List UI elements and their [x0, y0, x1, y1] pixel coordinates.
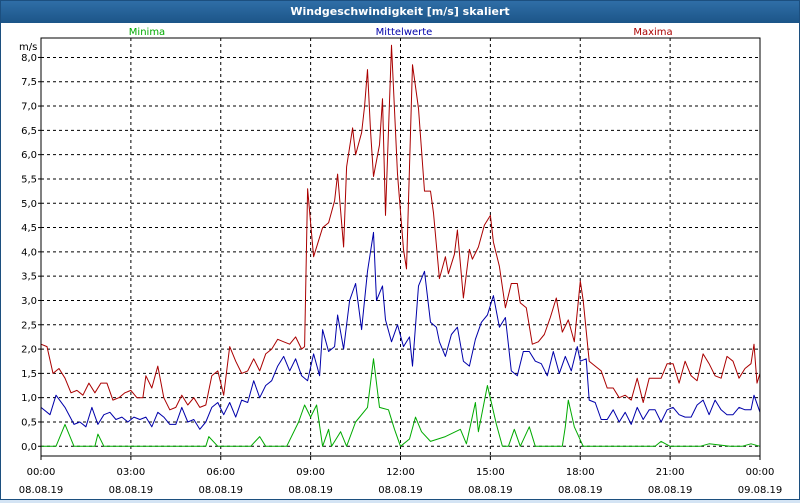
x-tick-date: 08.08.19 [198, 485, 243, 496]
x-tick-time: 00:00 [746, 467, 775, 478]
x-tick-time: 06:00 [206, 467, 235, 478]
window-title: Windgeschwindigkeit [m/s] skaliert [1, 1, 799, 23]
x-tick-time: 00:00 [27, 467, 56, 478]
y-tick-label: 2,5 [21, 320, 37, 331]
plot-area: m/s 0,0 0,5 1,0 1,5 2,0 2,5 3,0 3,5 4,0 4,5 5,0 5,5… [1, 23, 799, 499]
y-tick-label: 0,0 [21, 442, 37, 453]
series-minima-line [41, 358, 761, 447]
y-tick-label: 4,5 [21, 223, 37, 234]
x-tick-time: 21:00 [656, 467, 685, 478]
y-axis-label: m/s [19, 42, 37, 53]
x-tick-time: 09:00 [296, 467, 325, 478]
series-maxima-line [40, 44, 761, 411]
x-tick-date: 08.08.19 [109, 485, 154, 496]
grid-lines [41, 38, 760, 456]
legend: Minima Mittelwerte Maxima [129, 27, 673, 38]
legend-maxima: Maxima [633, 27, 672, 38]
y-tick-label: 5,5 [21, 174, 37, 185]
wind-speed-chart: m/s 0,0 0,5 1,0 1,5 2,0 2,5 3,0 3,5 4,0 4,5 5,0 5,5… [19, 27, 783, 496]
y-tick-label: 3,0 [21, 296, 37, 307]
y-tick-label: 1,5 [21, 369, 37, 380]
y-tick-label: 3,5 [21, 272, 37, 283]
x-tick-date: 08.08.19 [648, 485, 693, 496]
y-tick-label: 1,0 [21, 393, 37, 404]
y-tick-label: 7,0 [21, 102, 37, 113]
x-tick-date: 08.08.19 [378, 485, 423, 496]
x-tick-date: 08.08.19 [558, 485, 603, 496]
x-tick-date: 08.08.19 [468, 485, 513, 496]
y-tick-label: 6,5 [21, 126, 37, 137]
plot-frame [40, 37, 761, 457]
y-tick-label: 0,5 [21, 417, 37, 428]
legend-minima: Minima [129, 27, 165, 38]
x-tick-time: 12:00 [386, 467, 415, 478]
x-tick-date: 09.08.19 [738, 485, 783, 496]
y-tick-label: 7,5 [21, 77, 37, 88]
legend-mittelwerte: Mittelwerte [376, 27, 433, 38]
x-tick-time: 03:00 [116, 467, 145, 478]
y-axis: m/s 0,0 0,5 1,0 1,5 2,0 2,5 3,0 3,5 4,0 4,5 5,0 5,5… [19, 42, 41, 453]
y-tick-label: 5,0 [21, 199, 37, 210]
x-tick-time: 15:00 [476, 467, 505, 478]
series-mittelwerte-line [40, 231, 761, 430]
series-lines [40, 44, 761, 447]
x-tick-time: 18:00 [566, 467, 595, 478]
y-tick-label: 6,0 [21, 150, 37, 161]
y-tick-label: 8,0 [21, 53, 37, 64]
x-axis: 00:00 08.08.19 03:00 08.08.19 06:00 08.08.19 0… [19, 456, 783, 496]
y-tick-label: 4,0 [21, 247, 37, 258]
x-tick-date: 08.08.19 [19, 485, 64, 496]
y-tick-label: 2,0 [21, 345, 37, 356]
x-tick-date: 08.08.19 [288, 485, 333, 496]
